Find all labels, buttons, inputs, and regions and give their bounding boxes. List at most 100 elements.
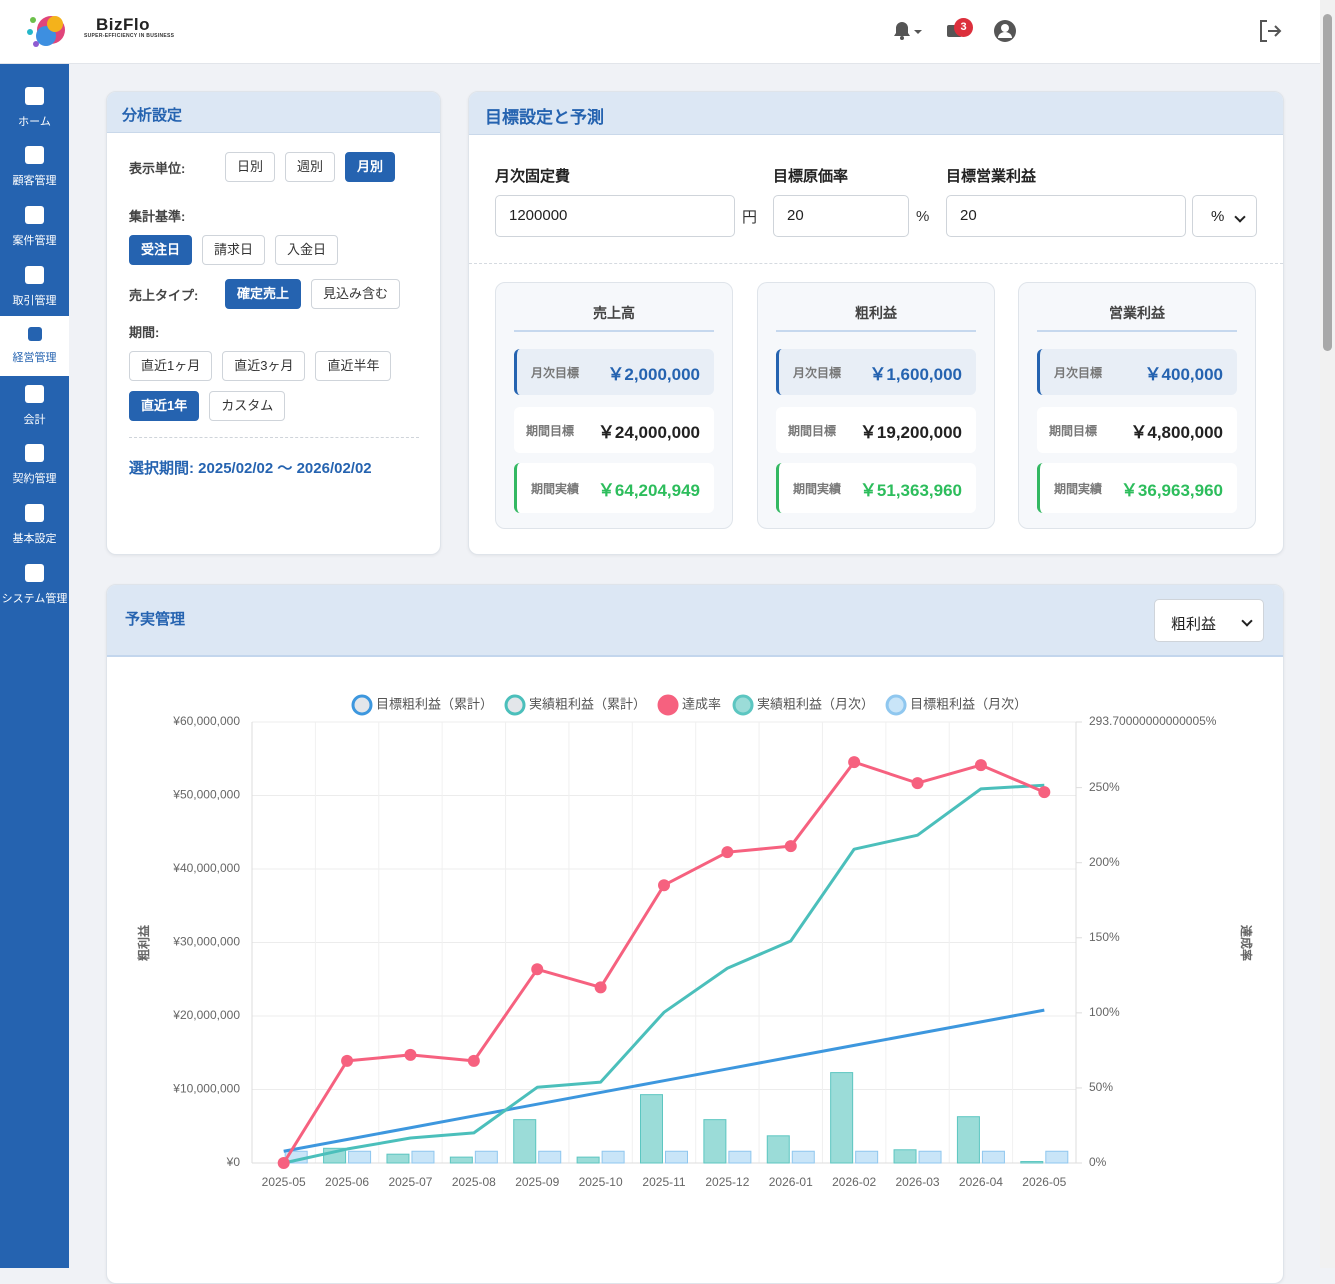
nav-item[interactable]: 基本設定 <box>0 495 69 555</box>
point <box>848 756 861 769</box>
target-panel: 目標設定と予測 月次固定費 1200000 円 目標原価率 20% 目標営業利益 20% 売… <box>468 91 1284 555</box>
point <box>531 963 544 976</box>
bar <box>893 1149 917 1164</box>
row-value: ￥400,000 <box>1144 364 1223 384</box>
nav-label: 取引管理 <box>12 294 57 307</box>
line <box>282 760 1045 1164</box>
option-button[interactable]: 月別 <box>345 152 396 182</box>
nav-item[interactable]: 契約管理 <box>0 436 69 496</box>
logo <box>27 16 65 47</box>
y2-axis-title: 達成率 <box>1239 925 1254 961</box>
legend-marker <box>732 694 754 716</box>
bar <box>513 1119 537 1164</box>
y-tick-label: ¥10,000,000 <box>172 1082 240 1096</box>
summary-card: 売上高 月次目標 ￥2,000,000 期間目標 ￥24,000,000 期間実績 ￥64,… <box>495 282 733 529</box>
option-button[interactable]: 受注日 <box>129 235 193 265</box>
unit-select[interactable]: % <box>1192 195 1257 237</box>
bar <box>703 1119 727 1164</box>
group-label: 集計基準: <box>129 209 186 224</box>
nav-label: 顧客管理 <box>12 175 57 188</box>
input[interactable]: 20 <box>773 195 909 237</box>
legend-item[interactable]: 達成率 <box>657 694 721 716</box>
option-list: 日別 週別 月別 <box>225 152 440 182</box>
option-button[interactable]: 週別 <box>285 152 336 182</box>
field-label: 月次固定費 <box>495 168 571 185</box>
nav-item[interactable]: 顧客管理 <box>0 138 69 198</box>
x-tick-label: 2026-01 <box>769 1175 813 1189</box>
row-value: ￥64,204,949 <box>597 480 700 500</box>
row-label: 月次目標 <box>1054 365 1103 380</box>
field-row: 20% <box>946 195 1257 237</box>
row-value: ￥2,000,000 <box>607 364 700 384</box>
option-group: 表示単位: 日別 週別 月別 <box>129 152 440 182</box>
bar <box>855 1150 879 1164</box>
nav-item[interactable]: 案件管理 <box>0 197 69 257</box>
panel-title: 予実管理 <box>125 611 186 628</box>
notification-button[interactable] <box>888 18 928 48</box>
input[interactable]: 1200000 <box>495 195 735 237</box>
divider <box>129 437 419 438</box>
logout-button[interactable] <box>1257 18 1283 44</box>
y2-tick-label: 250% <box>1089 780 1120 794</box>
option-button[interactable]: 日別 <box>225 152 276 182</box>
option-button[interactable]: 見込み含む <box>311 279 401 309</box>
summary-card: 営業利益 月次目標 ￥400,000 期間目標 ￥4,800,000 期間実績 ￥36,96… <box>1018 282 1256 529</box>
x-tick-label: 2026-03 <box>896 1175 940 1189</box>
legend-label: 目標粗利益（月次） <box>910 696 1027 711</box>
nav-icon <box>25 384 44 403</box>
option-button[interactable]: 請求日 <box>202 235 266 265</box>
option-button[interactable]: 直近1ヶ月 <box>129 351 213 381</box>
nav-icon <box>25 265 44 284</box>
bar <box>474 1150 498 1164</box>
bar <box>386 1153 410 1164</box>
divider <box>469 263 1283 264</box>
nav-item[interactable]: 経営管理 <box>0 316 69 376</box>
scrollbar-thumb[interactable] <box>1323 14 1332 351</box>
legend-label: 達成率 <box>682 696 721 711</box>
unit: % <box>916 207 930 225</box>
option-button[interactable]: カスタム <box>209 391 286 421</box>
card-row: 期間目標 ￥24,000,000 <box>514 407 714 453</box>
input[interactable]: 20 <box>946 195 1186 237</box>
point <box>594 981 607 994</box>
legend-item[interactable]: 実績粗利益（月次） <box>732 694 874 716</box>
x-tick-label: 2025-10 <box>579 1175 623 1189</box>
option-button[interactable]: 直近1年 <box>129 391 200 421</box>
option-button[interactable]: 確定売上 <box>225 279 302 309</box>
option-list: 受注日 請求日 入金日 <box>129 235 414 265</box>
bar <box>1020 1161 1044 1164</box>
nav-label: ホーム <box>18 115 51 128</box>
row-label: 期間実績 <box>531 481 580 496</box>
legend-item[interactable]: 実績粗利益（累計） <box>504 694 646 716</box>
x-tick-label: 2025-05 <box>262 1175 306 1189</box>
y2-tick-label: 150% <box>1089 930 1120 944</box>
metric-select[interactable]: 粗利益 <box>1154 599 1264 642</box>
brand: BizFlo <box>96 15 150 34</box>
panel-title: 分析設定 <box>107 92 440 133</box>
nav-item[interactable]: システム管理 <box>0 555 69 615</box>
legend-item[interactable]: 目標粗利益（月次） <box>885 694 1027 716</box>
row-value: ￥1,600,000 <box>869 364 962 384</box>
card-row: 期間目標 ￥4,800,000 <box>1037 407 1237 453</box>
option-button[interactable]: 直近3ヶ月 <box>222 351 306 381</box>
y-tick-label: ¥60,000,000 <box>172 714 240 728</box>
bar <box>981 1150 1005 1164</box>
row-label: 月次目標 <box>793 365 842 380</box>
user-button[interactable] <box>992 18 1018 44</box>
nav-label: 基本設定 <box>12 532 57 545</box>
option-button[interactable]: 入金日 <box>275 235 339 265</box>
option-button[interactable]: 直近半年 <box>315 351 392 381</box>
legend-item[interactable]: 目標粗利益（累計） <box>351 694 493 716</box>
unit: 円 <box>742 208 758 226</box>
nav-item[interactable]: 取引管理 <box>0 257 69 317</box>
scrollbar[interactable] <box>1320 0 1335 1268</box>
nav-item[interactable]: 会計 <box>0 376 69 436</box>
nav-item[interactable]: ホーム <box>0 78 69 138</box>
legend-marker <box>885 694 907 716</box>
bar <box>665 1150 688 1164</box>
card-row: 月次目標 ￥2,000,000 <box>514 349 714 395</box>
bar <box>728 1150 752 1164</box>
x-tick-label: 2026-02 <box>832 1175 876 1189</box>
bar <box>918 1150 942 1164</box>
group-label: 表示単位: <box>129 160 186 176</box>
